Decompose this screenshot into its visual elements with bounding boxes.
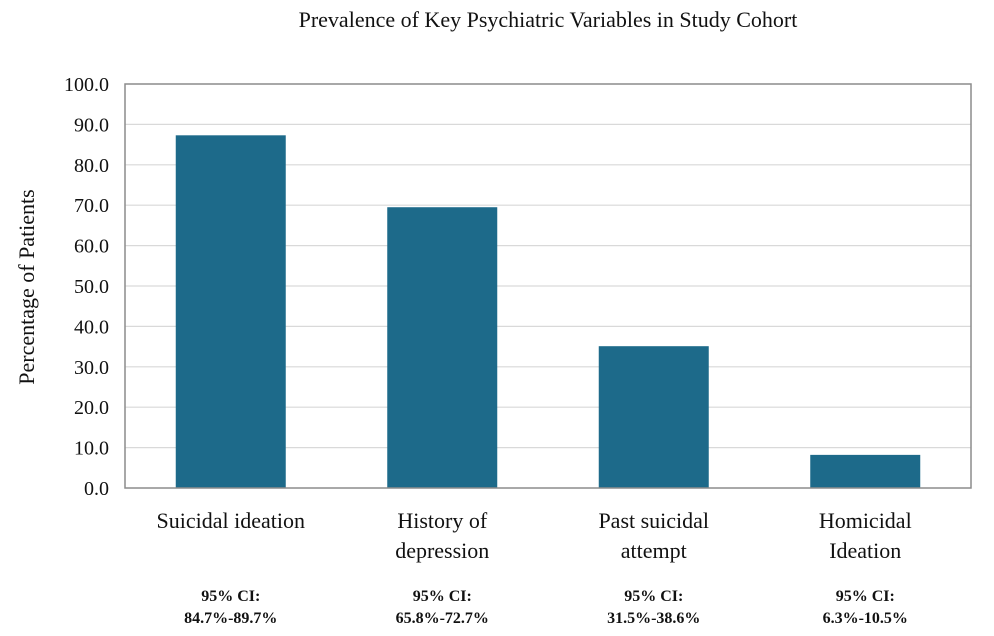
y-tick-label: 0.0 bbox=[84, 478, 109, 500]
bars bbox=[175, 135, 921, 489]
x-category-label: Suicidal ideation bbox=[157, 508, 305, 533]
x-category-label: Past suicidal bbox=[598, 508, 709, 533]
x-category-label: History of bbox=[397, 508, 488, 533]
bar bbox=[810, 454, 921, 488]
ci-annotation: 31.5%-38.6% bbox=[607, 610, 700, 627]
y-axis-ticks: 0.0 10.0 20.0 30.0 40.0 50.0 60.0 70.0 80.0 90.0 1… bbox=[64, 74, 109, 500]
bar bbox=[175, 135, 286, 489]
bar bbox=[387, 207, 498, 488]
ci-annotation: 65.8%-72.7% bbox=[396, 610, 489, 627]
plot-area-frame bbox=[124, 83, 972, 489]
ci-annotations: 95% CI: 84.7%-89.7% 95% CI: 65.8%-72.7% 95% … bbox=[184, 588, 908, 627]
ci-annotation: 6.3%-10.5% bbox=[823, 610, 908, 627]
ci-annotation: 95% CI: bbox=[624, 588, 683, 605]
chart-title: Prevalence of Key Psychiatric Variables … bbox=[299, 7, 798, 32]
x-category-label: Homicidal bbox=[819, 508, 912, 533]
ci-annotation: 95% CI: bbox=[201, 588, 260, 605]
y-tick-label: 30.0 bbox=[74, 357, 109, 379]
x-category-label: depression bbox=[395, 538, 489, 563]
y-tick-label: 80.0 bbox=[74, 155, 109, 177]
y-tick-label: 60.0 bbox=[74, 236, 109, 258]
ci-annotation: 95% CI: bbox=[413, 588, 472, 605]
x-axis-labels: Suicidal ideation History of depression Pas… bbox=[157, 508, 912, 563]
y-tick-label: 20.0 bbox=[74, 397, 109, 419]
x-category-label: Ideation bbox=[829, 538, 901, 563]
x-category-label: attempt bbox=[621, 538, 687, 563]
y-tick-label: 10.0 bbox=[74, 438, 109, 460]
y-axis-label: Percentage of Patients bbox=[14, 189, 39, 385]
y-tick-label: 40.0 bbox=[74, 316, 109, 338]
y-tick-label: 50.0 bbox=[74, 276, 109, 298]
y-tick-label: 70.0 bbox=[74, 195, 109, 217]
bar bbox=[598, 346, 709, 488]
y-tick-label: 90.0 bbox=[74, 114, 109, 136]
y-tick-label: 100.0 bbox=[64, 74, 109, 96]
ci-annotation: 84.7%-89.7% bbox=[184, 610, 277, 627]
ci-annotation: 95% CI: bbox=[836, 588, 895, 605]
